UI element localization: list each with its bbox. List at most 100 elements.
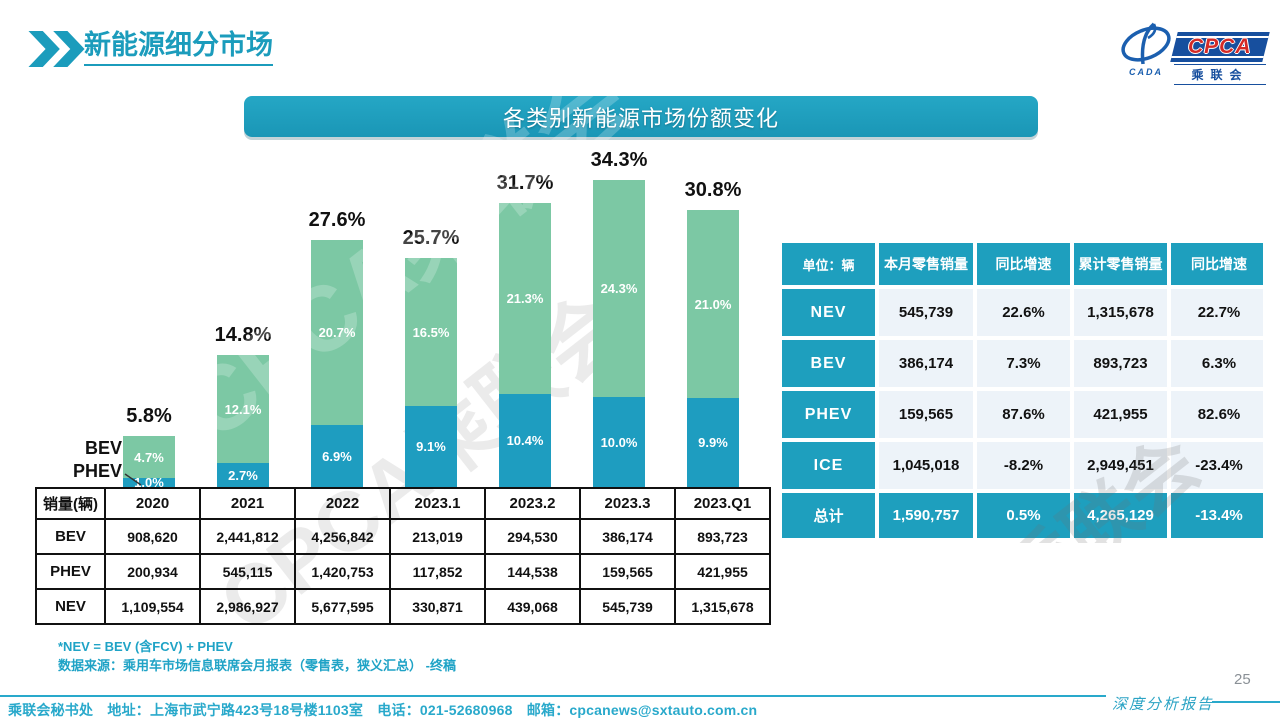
legend-bev-label: BEV bbox=[84, 438, 122, 458]
chart-title-banner: 各类别新能源市场份额变化 bbox=[244, 96, 1038, 137]
stacked-bar: 24.3% 10.0% bbox=[593, 180, 645, 487]
footer-divider bbox=[0, 695, 1106, 697]
phev-segment: 2.7% bbox=[217, 463, 269, 487]
summary-cell: 87.6% bbox=[977, 391, 1070, 438]
bev-segment: 16.5% bbox=[405, 258, 457, 406]
summary-cell: 386,174 bbox=[879, 340, 973, 387]
bev-segment: 20.7% bbox=[311, 240, 363, 425]
summary-cell: 421,955 bbox=[1074, 391, 1167, 438]
sales-table-year-header: 2023.2 bbox=[484, 487, 581, 520]
row-label: PHEV bbox=[35, 553, 106, 590]
summary-header: 本月零售销量 bbox=[879, 243, 973, 285]
page-number: 25 bbox=[1234, 671, 1251, 688]
cpca-logo: CPCA CADA 乘联会 bbox=[1118, 20, 1270, 85]
table-cell: 144,538 bbox=[484, 553, 581, 590]
stacked-bar: 21.3% 10.4% bbox=[499, 203, 551, 487]
phev-segment: 1.0% bbox=[123, 476, 175, 489]
bar-total-label: 14.8% bbox=[214, 324, 272, 346]
summary-total-cell: 0.5% bbox=[977, 493, 1070, 538]
row-label: BEV bbox=[35, 518, 106, 555]
table-row: PHEV 200,934 545,115 1,420,753 117,852 144,53… bbox=[35, 553, 771, 590]
phev-segment: 9.1% bbox=[405, 406, 457, 487]
summary-cell: 6.3% bbox=[1171, 340, 1263, 387]
table-cell: 908,620 bbox=[104, 518, 201, 555]
summary-header: 同比增速 bbox=[977, 243, 1070, 285]
table-cell: 330,871 bbox=[389, 588, 486, 625]
summary-header: 单位：辆 bbox=[782, 243, 875, 285]
summary-row-label: BEV bbox=[782, 340, 875, 387]
table-cell: 386,174 bbox=[579, 518, 676, 555]
summary-row-label: NEV bbox=[782, 289, 875, 336]
sales-table-year-header: 2021 bbox=[199, 487, 296, 520]
summary-cell: 159,565 bbox=[879, 391, 973, 438]
sales-table-year-header: 2023.1 bbox=[389, 487, 486, 520]
report-label: 深度分析报告 bbox=[1112, 695, 1215, 713]
table-cell: 117,852 bbox=[389, 553, 486, 590]
summary-row-label: PHEV bbox=[782, 391, 875, 438]
summary-header: 同比增速 bbox=[1171, 243, 1263, 285]
summary-total-cell: 1,590,757 bbox=[879, 493, 973, 538]
table-cell: 294,530 bbox=[484, 518, 581, 555]
summary-cell: -8.2% bbox=[977, 442, 1070, 489]
summary-cell: 82.6% bbox=[1171, 391, 1263, 438]
table-row: NEV 1,109,554 2,986,927 5,677,595 330,871 439… bbox=[35, 588, 771, 625]
summary-total-cell: 4,265,129 bbox=[1074, 493, 1167, 538]
bar-column-2022: 27.6% 20.7% 6.9% bbox=[290, 150, 384, 487]
bev-segment: 4.7% bbox=[123, 436, 175, 478]
summary-cell: 893,723 bbox=[1074, 340, 1167, 387]
table-cell: 1,315,678 bbox=[674, 588, 771, 625]
double-chevron-icon bbox=[28, 30, 85, 68]
table-cell: 439,068 bbox=[484, 588, 581, 625]
phev-segment: 9.9% bbox=[687, 398, 739, 487]
summary-cell: 1,045,018 bbox=[879, 442, 973, 489]
phev-segment: 6.9% bbox=[311, 425, 363, 487]
sales-table-corner-header: 销量(辆) bbox=[35, 487, 106, 520]
table-cell: 159,565 bbox=[579, 553, 676, 590]
table-cell: 5,677,595 bbox=[294, 588, 391, 625]
sales-table-year-header: 2022 bbox=[294, 487, 391, 520]
cada-logo-text: CADA bbox=[1129, 67, 1163, 77]
phev-segment: 10.4% bbox=[499, 394, 551, 487]
sales-table-year-header: 2020 bbox=[104, 487, 201, 520]
association-logo-text: 乘联会 bbox=[1174, 64, 1266, 85]
table-cell: 200,934 bbox=[104, 553, 201, 590]
sales-table: 销量(辆) 2020 2021 2022 2023.1 2023.2 2023.3 2023.… bbox=[35, 487, 771, 625]
bar-column-2023.1: 25.7% 16.5% 9.1% bbox=[384, 150, 478, 487]
table-cell: 2,441,812 bbox=[199, 518, 296, 555]
bar-total-label: 34.3% bbox=[590, 149, 648, 171]
stacked-bar: 4.7% 1.0% bbox=[123, 436, 175, 489]
bar-total-label: 5.8% bbox=[126, 405, 172, 427]
bar-column-2020: 5.8% 4.7% 1.0% bbox=[102, 150, 196, 489]
cpca-logo-text: CPCA bbox=[1188, 35, 1252, 58]
bar-column-2023.3: 34.3% 24.3% 10.0% bbox=[572, 149, 666, 487]
summary-total-label: 总计 bbox=[782, 493, 875, 538]
table-cell: 4,256,842 bbox=[294, 518, 391, 555]
footnote-data-source: 数据来源：乘用车市场信息联席会月报表（零售表，狭义汇总） -终稿 bbox=[58, 658, 456, 673]
page-title: 新能源细分市场 bbox=[84, 28, 273, 66]
summary-cell: 2,949,451 bbox=[1074, 442, 1167, 489]
summary-header: 累计零售销量 bbox=[1074, 243, 1167, 285]
bar-column-2021: 14.8% 12.1% 2.7% bbox=[196, 150, 290, 487]
sales-table-year-header: 2023.Q1 bbox=[674, 487, 771, 520]
summary-row-label: ICE bbox=[782, 442, 875, 489]
stacked-bar: 16.5% 9.1% bbox=[405, 258, 457, 487]
bar-total-label: 31.7% bbox=[496, 172, 554, 194]
bev-segment: 12.1% bbox=[217, 355, 269, 463]
sales-table-year-header: 2023.3 bbox=[579, 487, 676, 520]
footnote-nev-definition: *NEV = BEV (含FCV) + PHEV bbox=[58, 639, 233, 654]
summary-cell: 22.6% bbox=[977, 289, 1070, 336]
table-cell: 213,019 bbox=[389, 518, 486, 555]
stacked-bar: 20.7% 6.9% bbox=[311, 240, 363, 487]
bar-column-2023.2: 31.7% 21.3% 10.4% bbox=[478, 150, 572, 487]
summary-cell: 545,739 bbox=[879, 289, 973, 336]
bar-total-label: 25.7% bbox=[402, 227, 460, 249]
summary-cell: 7.3% bbox=[977, 340, 1070, 387]
summary-table: 单位：辆 本月零售销量 同比增速 累计零售销量 同比增速 NEV 545,739 22.6% 1… bbox=[782, 243, 1263, 543]
table-cell: 893,723 bbox=[674, 518, 771, 555]
table-row: BEV 908,620 2,441,812 4,256,842 213,019 294,5… bbox=[35, 518, 771, 555]
bar-total-label: 30.8% bbox=[684, 179, 742, 201]
summary-total-cell: -13.4% bbox=[1171, 493, 1263, 538]
bar-column-2023.Q1: 30.8% 21.0% 9.9% bbox=[666, 150, 760, 487]
legend-phev-label: PHEV bbox=[72, 461, 122, 481]
